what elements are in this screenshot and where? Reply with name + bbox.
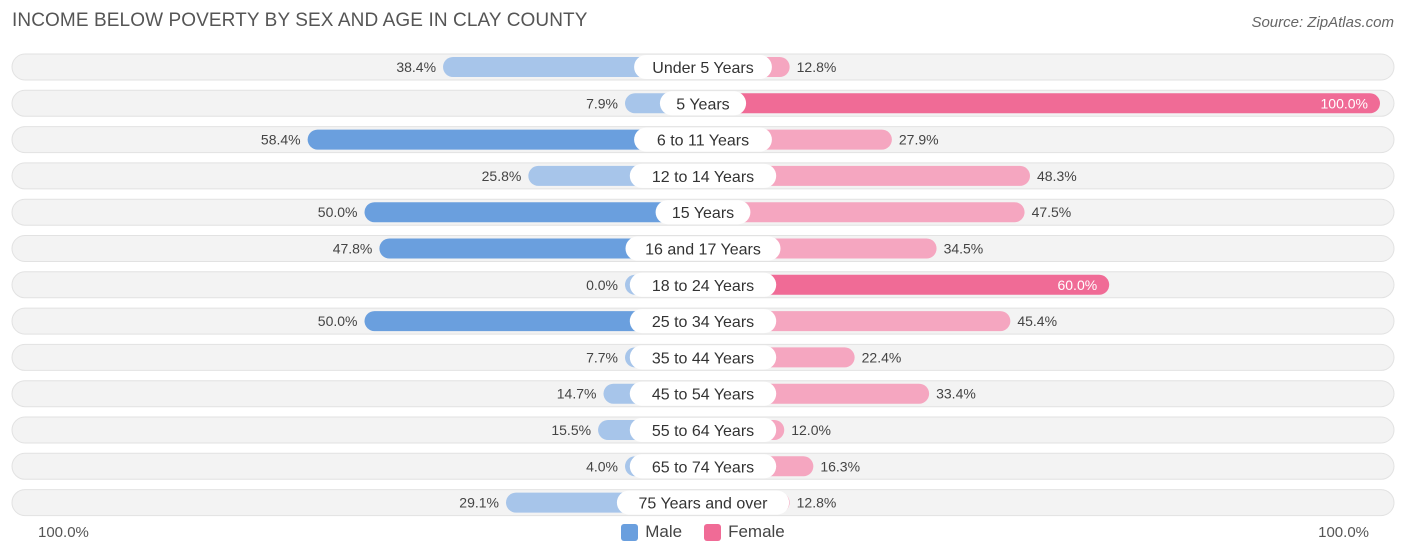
female-value-label: 48.3%: [1037, 168, 1077, 184]
source-label: Source: ZipAtlas.com: [1251, 14, 1394, 31]
legend-swatch-male: [621, 523, 639, 541]
category-label: 35 to 44 Years: [652, 350, 754, 367]
male-value-label: 4.0%: [586, 458, 618, 474]
category-pill: [629, 418, 777, 442]
female-value-label: 27.9%: [899, 132, 939, 148]
chart-title: INCOME BELOW POVERTY BY SEX AND AGE IN C…: [12, 10, 588, 31]
female-value-label: 12.8%: [797, 59, 837, 75]
category-label: 75 Years and over: [639, 496, 769, 513]
legend: Male Female: [0, 522, 1406, 542]
category-label: 12 to 14 Years: [652, 169, 754, 186]
male-value-label: 38.4%: [396, 59, 436, 75]
female-bar: [703, 274, 1110, 295]
female-value-label: 45.4%: [1017, 313, 1057, 329]
female-value-label: 34.5%: [944, 241, 984, 257]
category-label: 16 and 17 Years: [645, 242, 761, 259]
chart-area: 38.4% 12.8% Under 5 Years 7.9% 100.0% 5 Years…: [11, 53, 1395, 517]
female-bar: [703, 202, 1025, 223]
female-value-label: 100.0%: [1321, 95, 1368, 111]
axis-right-label: 100.0%: [1318, 524, 1369, 541]
category-label: 55 to 64 Years: [652, 423, 754, 440]
category-pill: [629, 454, 777, 479]
male-bar: [364, 202, 703, 223]
male-bar: [307, 129, 703, 150]
male-value-label: 50.0%: [318, 204, 358, 220]
category-pill: [634, 55, 772, 79]
category-label: 15 Years: [672, 205, 734, 222]
category-label: 5 Years: [676, 96, 729, 113]
male-value-label: 50.0%: [318, 313, 358, 329]
male-bar: [379, 238, 703, 259]
female-value-label: 16.3%: [820, 458, 860, 474]
male-value-label: 14.7%: [557, 386, 597, 402]
legend-swatch-female: [704, 523, 722, 541]
category-pill: [629, 163, 777, 188]
category-pill: [616, 490, 790, 515]
female-bar: [703, 311, 1011, 332]
male-value-label: 25.8%: [482, 168, 522, 184]
category-pill: [659, 91, 747, 116]
category-label: 25 to 34 Years: [652, 314, 754, 331]
male-value-label: 0.0%: [586, 277, 618, 293]
male-bar: [364, 311, 703, 332]
category-pill: [625, 236, 781, 261]
axis-left-label: 100.0%: [38, 524, 89, 541]
female-value-label: 33.4%: [936, 386, 976, 402]
category-pill: [655, 200, 751, 225]
female-value-label: 60.0%: [1057, 277, 1097, 293]
female-value-label: 22.4%: [862, 349, 902, 365]
female-bar: [703, 93, 1380, 114]
male-value-label: 47.8%: [333, 241, 373, 257]
male-value-label: 7.7%: [586, 349, 618, 365]
legend-item-female: Female: [704, 522, 785, 542]
category-label: Under 5 Years: [652, 60, 753, 77]
category-pill: [629, 272, 777, 297]
male-value-label: 15.5%: [551, 422, 591, 438]
category-pill: [634, 127, 772, 152]
legend-label-male: Male: [645, 522, 683, 541]
male-value-label: 7.9%: [586, 95, 618, 111]
category-label: 65 to 74 Years: [652, 459, 754, 476]
male-value-label: 58.4%: [261, 132, 301, 148]
category-pill: [629, 381, 777, 406]
female-value-label: 12.8%: [797, 495, 837, 511]
category-label: 18 to 24 Years: [652, 278, 754, 295]
legend-label-female: Female: [728, 522, 785, 541]
category-pill: [629, 309, 777, 334]
legend-item-male: Male: [621, 522, 682, 542]
category-pill: [629, 345, 777, 370]
female-bar: [703, 165, 1030, 186]
category-label: 45 to 54 Years: [652, 387, 754, 404]
female-value-label: 12.0%: [791, 422, 831, 438]
category-label: 6 to 11 Years: [657, 133, 749, 150]
female-value-label: 47.5%: [1032, 204, 1072, 220]
male-value-label: 29.1%: [459, 495, 499, 511]
